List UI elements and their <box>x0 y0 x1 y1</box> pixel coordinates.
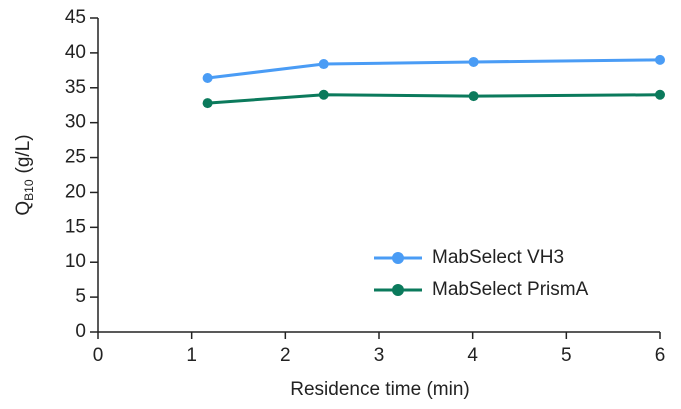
data-point <box>202 98 213 109</box>
x-tick-label: 3 <box>374 345 385 366</box>
y-tick-label: 45 <box>65 7 86 28</box>
y-tick-label: 30 <box>65 112 86 133</box>
y-axis-label-text: QB10(g/L) <box>13 134 36 215</box>
x-axis-label: Residence time (min) <box>290 379 470 400</box>
data-point <box>655 54 665 65</box>
y-tick-label: 0 <box>75 321 86 342</box>
x-tick-label: 6 <box>655 345 666 366</box>
y-tick-label: 15 <box>65 216 86 237</box>
x-tick-label: 5 <box>561 345 572 366</box>
y-tick-label: 35 <box>65 77 86 98</box>
data-point <box>655 89 665 100</box>
x-tick-label: 0 <box>93 345 104 366</box>
series-line <box>207 93 661 105</box>
legend-marker <box>392 284 404 296</box>
data-point <box>468 56 479 67</box>
data-point <box>318 59 329 70</box>
legend-label: MabSelect PrismA <box>432 279 589 300</box>
y-tick-label: 20 <box>65 181 86 202</box>
x-tick-label: 1 <box>186 345 197 366</box>
legend-marker <box>392 252 404 264</box>
data-point <box>202 73 213 84</box>
series-line <box>207 58 661 80</box>
y-tick-label: 5 <box>75 286 86 307</box>
legend-label: MabSelect VH3 <box>432 247 564 268</box>
data-point <box>318 89 329 100</box>
data-point <box>468 91 479 102</box>
y-tick-label: 25 <box>65 147 86 168</box>
y-tick-label: 40 <box>65 42 86 63</box>
x-tick-label: 4 <box>467 345 478 366</box>
x-tick-label: 2 <box>280 345 291 366</box>
y-axis-label: QB10(g/L) <box>13 134 36 215</box>
y-tick-label: 10 <box>65 251 86 272</box>
